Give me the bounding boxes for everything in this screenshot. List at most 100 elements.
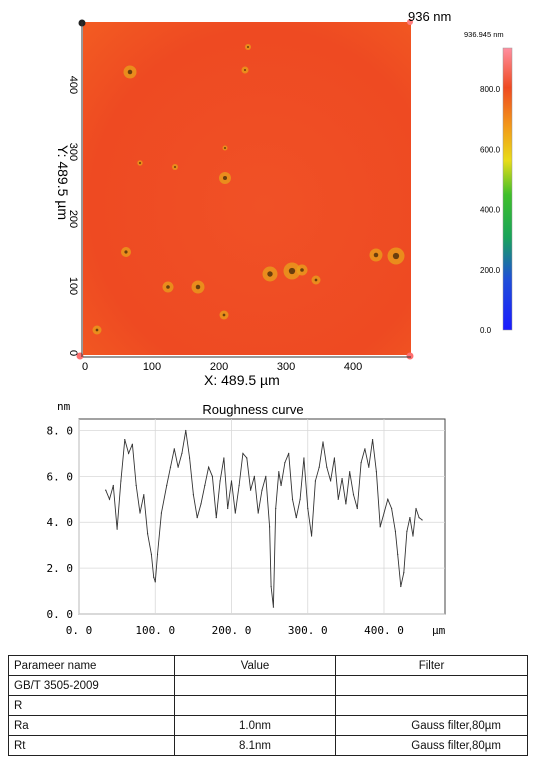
map-x-axis-label: X: 489.5 µm	[204, 372, 280, 388]
roughness-data-point	[166, 484, 168, 487]
roughness-data-point	[288, 452, 290, 455]
z-max-label: 936 nm	[408, 9, 451, 24]
roughness-data-point	[234, 512, 236, 514]
roughness-data-point	[108, 498, 111, 500]
roughness-data-point	[192, 494, 194, 496]
roughness-data-point	[265, 475, 267, 477]
table-cell-filter	[335, 675, 528, 696]
roughness-series-points	[105, 429, 423, 608]
roughness-data-point	[291, 498, 294, 500]
roughness-data-point	[204, 484, 206, 487]
surface-defect-core	[222, 175, 228, 181]
surface-defect-core	[392, 252, 400, 260]
surface-defect-core	[224, 147, 226, 149]
surface-defect-core	[373, 252, 379, 258]
chart-title: Roughness curve	[202, 402, 303, 417]
color-scale-tick-labels: 800.0 600.0 400.0 200.0 0.0	[480, 85, 501, 335]
roughness-data-point	[371, 439, 374, 441]
chart-plot-area	[78, 418, 446, 615]
roughness-data-point	[120, 480, 122, 482]
roughness-parameter-table: Parameer name Value Filter GB/T 3505-200…	[8, 655, 528, 756]
table-row: Rt 8.1nm Gauss filter,80µm	[8, 735, 528, 756]
roughness-data-point	[360, 461, 362, 464]
roughness-data-point	[318, 466, 320, 468]
roughness-data-point	[307, 507, 309, 510]
table-row: R	[8, 695, 528, 716]
surface-defect-core	[174, 166, 176, 168]
color-scale-tick-label: 0.0	[480, 326, 492, 335]
chart-y-tick-label: 0. 0	[47, 608, 74, 621]
roughness-data-point	[219, 480, 221, 482]
roughness-data-point	[116, 528, 118, 530]
surface-defect-core	[247, 46, 249, 48]
surface-defect-core	[124, 250, 128, 254]
surface-defect-core	[127, 69, 133, 75]
chart-x-tick-label: 400. 0	[364, 624, 404, 637]
color-scale-tick-label: 600.0	[480, 145, 501, 154]
roughness-data-point	[181, 452, 183, 455]
chart-x-tick-label: 300. 0	[288, 624, 328, 637]
roughness-data-point	[330, 480, 332, 482]
roughness-data-point	[105, 489, 107, 491]
roughness-data-point	[400, 585, 402, 588]
roughness-data-point	[223, 457, 225, 459]
surface-defects	[92, 44, 405, 335]
table-cell-parameter: Ra	[8, 715, 175, 736]
roughness-data-point	[299, 498, 301, 500]
roughness-data-point	[156, 553, 159, 555]
roughness-data-point	[352, 494, 355, 496]
chart-y-tick-label: 6. 0	[47, 470, 74, 483]
roughness-data-point	[131, 443, 133, 445]
surface-defect-core	[244, 69, 246, 71]
map-y-tick-labels: 0 100 200 300 400	[67, 76, 79, 356]
roughness-data-point	[337, 498, 339, 500]
chart-xlabel: µm	[432, 624, 446, 637]
color-scale-tick-label: 200.0	[480, 266, 501, 275]
roughness-data-point	[200, 503, 202, 505]
roughness-data-point	[310, 535, 313, 537]
roughness-data-point	[368, 466, 370, 468]
roughness-data-point	[124, 439, 126, 441]
roughness-data-point	[169, 466, 172, 468]
roughness-data-point	[127, 452, 130, 455]
roughness-data-point	[280, 484, 282, 487]
chart-y-tick-label: 4. 0	[47, 516, 74, 529]
table-cell-parameter: Rt	[8, 735, 175, 756]
map-corner-marker	[407, 19, 413, 25]
roughness-data-point	[379, 526, 381, 528]
roughness-data-point	[375, 471, 377, 473]
roughness-data-point	[275, 507, 277, 510]
roughness-data-point	[253, 475, 255, 477]
roughness-data-point	[135, 484, 137, 487]
roughness-data-point	[246, 457, 248, 459]
roughness-data-point	[349, 471, 351, 473]
roughness-data-point	[383, 512, 385, 514]
roughness-data-point	[185, 429, 187, 432]
roughness-data-point	[284, 461, 286, 464]
roughness-data-point	[345, 503, 347, 505]
roughness-data-point	[272, 606, 275, 608]
column-header-value: Value	[174, 655, 336, 676]
map-y-tick-label: 200	[67, 210, 79, 228]
roughness-data-point	[314, 480, 316, 482]
roughness-data-point	[412, 535, 414, 537]
table-header-row: Parameer name Value Filter	[8, 655, 528, 676]
chart-y-tick-label: 8. 0	[47, 424, 74, 437]
roughness-data-point	[406, 530, 408, 533]
map-x-tick-label: 200	[210, 361, 228, 373]
table-cell-parameter: R	[8, 695, 175, 716]
roughness-data-point	[341, 478, 343, 480]
roughness-data-point	[261, 489, 263, 491]
roughness-data-point	[143, 494, 145, 496]
roughness-data-point	[394, 530, 397, 533]
table-cell-filter: Gauss filter,80µm	[335, 715, 528, 736]
surface-defect-core	[222, 313, 226, 317]
map-corner-marker	[406, 352, 414, 360]
map-x-tick-label: 300	[277, 361, 295, 373]
chart-ylabel: nm	[57, 400, 71, 413]
map-x-tick-label: 400	[344, 361, 362, 373]
roughness-data-point	[208, 466, 210, 468]
roughness-data-point	[326, 466, 328, 468]
roughness-data-point	[238, 484, 240, 487]
